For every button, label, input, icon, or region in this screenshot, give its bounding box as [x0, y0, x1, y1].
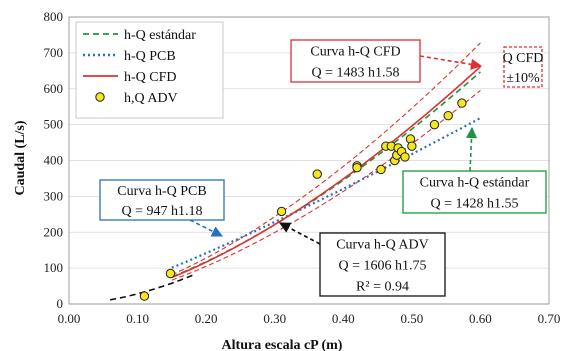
- annotation-text: Curva h-Q ADV: [336, 238, 429, 253]
- legend-label: h,Q ADV: [124, 91, 178, 106]
- annotation-cfd: Curva h-Q CFD Q = 1483 h1.58: [290, 39, 483, 83]
- annotation-text: Curva h-Q CFD: [310, 45, 400, 60]
- annotation-box: [319, 232, 446, 297]
- y-tick-label: 0: [57, 296, 64, 311]
- x-tick-label: 0.30: [263, 311, 286, 326]
- y-tick-label: 300: [44, 188, 64, 203]
- annotation-box: [402, 170, 547, 214]
- annotation-arrow: [465, 126, 478, 172]
- adv-point: [429, 119, 440, 130]
- annotation-box: [99, 179, 225, 221]
- annotation-text: Q = 947 h1.18: [121, 204, 202, 219]
- annotation-adv: Curva h-Q ADV Q = 1606 h1.75 R² = 0.94: [279, 222, 446, 297]
- legend-swatch: [95, 92, 105, 102]
- y-tick-labels: 0 100 200 300 400 500 600 700 800: [44, 9, 64, 311]
- legend-label: h-Q CFD: [124, 70, 177, 85]
- series-line-adv-fit: [109, 274, 193, 301]
- series-line-h-q-est-ndar: [171, 71, 481, 278]
- x-tick-labels: 0.00 0.10 0.20 0.30 0.40 0.50 0.60 0.70: [58, 311, 561, 326]
- cfd-band-upper: [171, 42, 481, 276]
- annotation-text: ±10%: [506, 71, 540, 86]
- annotation-text: Curva h-Q estándar: [420, 176, 530, 191]
- legend-box: [75, 21, 224, 119]
- annotation-estandar: Curva h-Q estándar Q = 1428 h1.55: [402, 126, 547, 214]
- adv-point: [443, 110, 453, 121]
- adv-point: [276, 206, 287, 217]
- adv-point: [400, 152, 410, 162]
- plot-frame: [68, 16, 550, 305]
- annotation-text: Q = 1428 h1.55: [430, 197, 518, 212]
- adv-point: [165, 268, 176, 279]
- adv-point: [139, 291, 150, 301]
- adv-point: [407, 141, 417, 151]
- annotation-arrow: [419, 55, 483, 70]
- series-line-h-q-pcb: [171, 117, 481, 269]
- annotation-text: Q CFD: [503, 51, 544, 66]
- adv-point: [457, 98, 467, 108]
- x-tick-label: 0.50: [400, 311, 423, 326]
- y-tick-label: 800: [44, 9, 64, 24]
- annotation-text: Curva h-Q PCB: [117, 184, 206, 199]
- x-tick-label: 0.70: [538, 311, 561, 326]
- y-tick-label: 500: [44, 117, 64, 132]
- x-tick-label: 0.20: [195, 311, 218, 326]
- cfd-band: [171, 42, 481, 281]
- x-axis-title: Altura escala cP (m): [222, 338, 343, 351]
- legend-label: h-Q estándar: [124, 28, 196, 43]
- y-tick-label: 200: [44, 224, 64, 239]
- series-line-h-q-cfd: [171, 66, 481, 279]
- legend-label: h-Q PCB: [124, 49, 176, 64]
- annotations: Curva h-Q CFD Q = 1483 h1.58 Q CFD ±10% Curv…: [99, 39, 547, 297]
- adv-points: [139, 98, 467, 301]
- x-tick-label: 0.40: [332, 311, 355, 326]
- cfd-band-lower: [171, 89, 481, 281]
- y-tick-label: 700: [44, 45, 64, 60]
- y-axis-title: Caudal (L/s): [13, 120, 28, 195]
- annotation-text: R² = 0.94: [356, 280, 409, 295]
- legend: h-Q estándar h-Q PCB h-Q CFD h,Q ADV: [75, 21, 224, 119]
- annotation-box: [290, 39, 421, 83]
- annotation-box: [503, 46, 543, 88]
- x-tick-label: 0.10: [126, 311, 149, 326]
- annotation-text: Q = 1606 h1.75: [338, 259, 426, 274]
- y-tick-label: 100: [44, 260, 64, 275]
- annotation-pcb: Curva h-Q PCB Q = 947 h1.18: [99, 179, 225, 237]
- adv-point: [312, 169, 322, 179]
- x-tick-label: 0.60: [469, 311, 492, 326]
- y-tick-label: 600: [44, 81, 64, 96]
- annotation-text: Q = 1483 h1.58: [311, 66, 399, 81]
- annotation-arrow: [189, 219, 224, 237]
- y-tick-label: 400: [44, 153, 64, 168]
- annotation-band: Q CFD ±10%: [503, 46, 544, 88]
- adv-point: [376, 164, 386, 175]
- adv-point: [352, 162, 362, 173]
- annotation-arrow: [279, 222, 321, 245]
- series-lines: [109, 66, 481, 301]
- x-tick-label: 0.00: [58, 311, 81, 326]
